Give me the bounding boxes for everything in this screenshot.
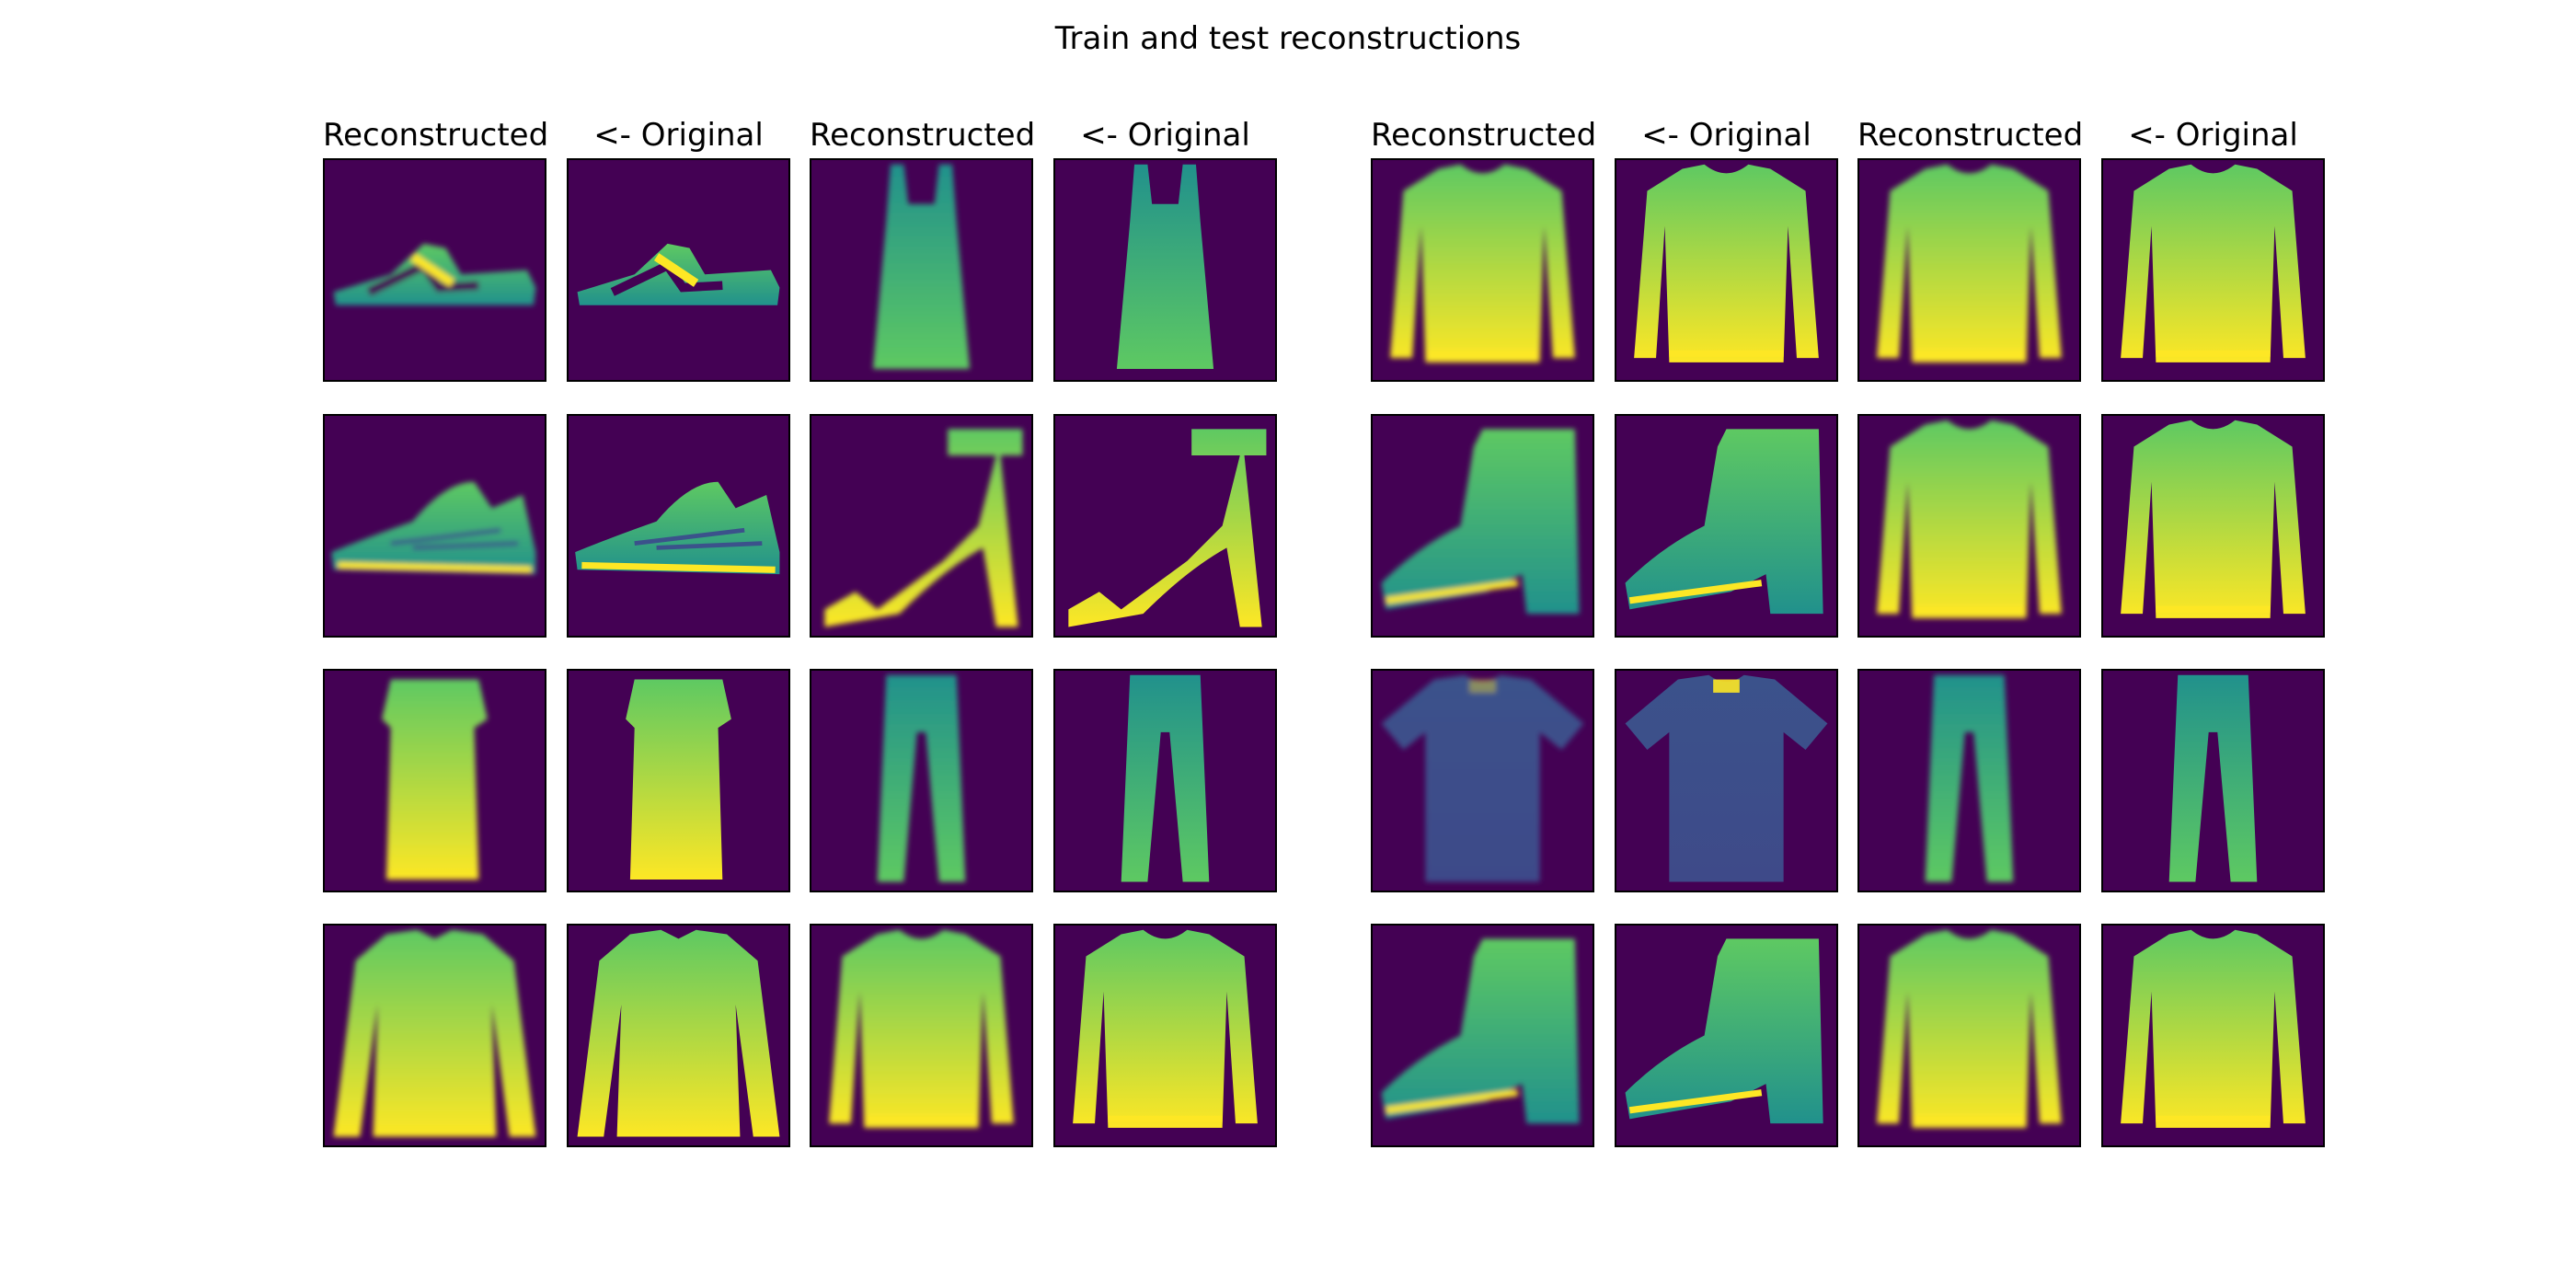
column-header-reconstructed: Reconstructed — [1857, 117, 2084, 154]
reconstructed-image-sandal — [323, 158, 546, 382]
original-image-ankle-boot — [1615, 924, 1838, 1147]
reconstructed-image-pullover — [1857, 158, 2081, 382]
original-image-pullover — [1053, 924, 1277, 1147]
original-image-ankle-boot — [1615, 414, 1838, 638]
original-image-tshirt-dark — [1615, 669, 1838, 892]
original-image-coat — [567, 924, 790, 1147]
reconstructed-image-pullover — [1857, 414, 2081, 638]
reconstructed-image-dress-short — [323, 669, 546, 892]
original-image-heel-sandal — [1053, 414, 1277, 638]
reconstructed-image-trouser — [810, 669, 1033, 892]
figure-title: Train and test reconstructions — [1054, 20, 1522, 57]
reconstructed-image-ankle-boot — [1371, 924, 1594, 1147]
reconstructed-image-coat — [323, 924, 546, 1147]
original-image-pullover — [2101, 924, 2325, 1147]
reconstructed-image-tshirt-dark — [1371, 669, 1594, 892]
reconstructed-image-ankle-boot — [1371, 414, 1594, 638]
original-image-dress — [1053, 158, 1277, 382]
column-header-original: <- Original — [1080, 117, 1250, 154]
reconstructed-image-pullover — [810, 924, 1033, 1147]
column-header-reconstructed: Reconstructed — [1371, 117, 1597, 154]
original-image-pullover — [2101, 414, 2325, 638]
column-header-original: <- Original — [1641, 117, 1811, 154]
reconstructed-image-pullover — [1371, 158, 1594, 382]
column-header-reconstructed: Reconstructed — [810, 117, 1036, 154]
original-image-pullover — [2101, 158, 2325, 382]
reconstructed-image-heel-sandal — [810, 414, 1033, 638]
original-image-trouser — [1053, 669, 1277, 892]
column-header-original: <- Original — [2128, 117, 2298, 154]
column-header-original: <- Original — [593, 117, 764, 154]
column-header-reconstructed: Reconstructed — [323, 117, 549, 154]
reconstructed-image-trouser — [1857, 669, 2081, 892]
reconstructed-image-sneaker — [323, 414, 546, 638]
original-image-sandal — [567, 158, 790, 382]
original-image-dress-short — [567, 669, 790, 892]
original-image-sneaker — [567, 414, 790, 638]
reconstructed-image-pullover — [1857, 924, 2081, 1147]
original-image-pullover — [1615, 158, 1838, 382]
original-image-trouser — [2101, 669, 2325, 892]
reconstructed-image-dress — [810, 158, 1033, 382]
